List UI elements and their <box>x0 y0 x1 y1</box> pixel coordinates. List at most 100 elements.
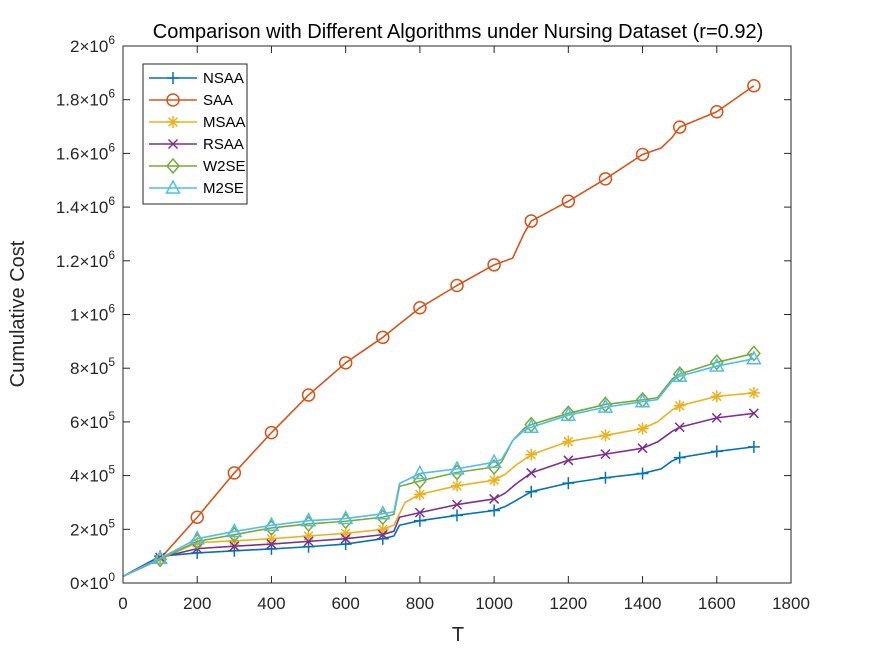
series-m2se <box>122 350 762 578</box>
axes: 0 200 400 600 800 1000 1200 1400 1600 1800 0×100 2×… <box>56 33 810 613</box>
data-point-msaa <box>451 479 463 492</box>
data-point-m2se <box>597 398 614 413</box>
data-point-msaa <box>636 422 649 435</box>
x-tick-label: 1000 <box>475 594 513 613</box>
series-line-msaa <box>122 392 754 578</box>
data-point-rsaa <box>711 412 722 423</box>
y-tick-label: 1.4×106 <box>56 194 115 217</box>
x-tick-label: 1600 <box>698 594 736 613</box>
series-msaa <box>122 386 760 578</box>
series-line-m2se <box>122 358 755 578</box>
data-point-saa <box>338 356 353 370</box>
data-point-rsaa <box>563 455 574 466</box>
data-point-m2se <box>152 549 168 565</box>
x-tick-label: 1200 <box>549 594 587 613</box>
data-point-rsaa <box>340 533 351 544</box>
data-point-m2se <box>709 357 725 372</box>
data-point-msaa <box>376 523 389 536</box>
series-saa <box>122 78 761 578</box>
data-point-nsaa <box>562 477 575 490</box>
data-point-w2se <box>709 354 724 371</box>
legend: NSAA SAA MSAA RSAA W2SE M2SE <box>142 63 248 205</box>
data-point-nsaa <box>488 504 501 517</box>
data-point-msaa <box>191 536 204 549</box>
x-tick-label: 1800 <box>772 594 810 613</box>
data-point-rsaa <box>303 536 314 547</box>
legend-marker-msaa <box>167 116 179 128</box>
data-point-m2se <box>375 505 391 520</box>
data-point-w2se <box>487 458 502 476</box>
series-line-rsaa <box>122 412 754 578</box>
data-point-msaa <box>525 448 538 461</box>
data-point-msaa <box>599 429 612 442</box>
x-tick-label: 200 <box>183 594 211 613</box>
y-tick-label: 4×105 <box>70 463 115 486</box>
data-point-nsaa <box>599 471 612 484</box>
series-line-nsaa <box>122 446 754 577</box>
data-point-rsaa <box>526 467 537 478</box>
data-point-rsaa <box>748 408 759 419</box>
legend-item-m2se: M2SE <box>149 179 244 197</box>
legend-marker-m2se <box>165 179 181 194</box>
y-tick-label: 2×106 <box>70 33 115 56</box>
data-point-m2se <box>337 509 354 525</box>
data-point-nsaa <box>747 440 760 453</box>
legend-marker-w2se <box>166 157 180 175</box>
data-point-m2se <box>263 516 280 532</box>
legend-label-nsaa: NSAA <box>203 70 244 87</box>
data-point-saa <box>635 147 650 162</box>
data-point-nsaa <box>302 540 315 553</box>
data-point-m2se <box>189 530 205 545</box>
data-point-nsaa <box>636 467 649 480</box>
data-point-rsaa <box>489 493 500 504</box>
y-tick-label: 1.6×106 <box>56 140 115 163</box>
legend-label-w2se: W2SE <box>203 158 246 175</box>
data-point-saa <box>190 510 204 524</box>
data-point-saa <box>524 214 538 228</box>
data-point-nsaa <box>673 451 686 464</box>
data-point-w2se <box>746 345 761 362</box>
chart-title: Comparison with Different Algorithms und… <box>153 21 763 43</box>
legend-item-saa: SAA <box>149 92 233 109</box>
y-tick-label: 1×106 <box>70 302 115 325</box>
data-point-msaa <box>302 530 315 543</box>
data-point-msaa <box>339 527 352 540</box>
data-point-saa <box>487 258 501 272</box>
data-point-m2se <box>486 453 502 468</box>
legend-marker-rsaa <box>167 138 179 150</box>
y-tick-label: 6×105 <box>70 409 115 432</box>
plot-area <box>122 46 791 583</box>
legend-item-msaa: MSAA <box>149 114 246 131</box>
y-tick-label: 1.8×106 <box>56 87 115 110</box>
data-point-saa <box>450 278 464 293</box>
data-point-rsaa <box>451 499 463 510</box>
data-point-saa <box>710 105 724 119</box>
y-tick-label: 8×105 <box>70 355 115 378</box>
data-point-nsaa <box>451 509 463 522</box>
legend-item-w2se: W2SE <box>149 157 246 175</box>
legend-label-rsaa: RSAA <box>203 136 244 153</box>
data-point-rsaa <box>266 539 277 550</box>
data-point-rsaa <box>377 529 388 540</box>
data-point-m2se <box>300 512 317 527</box>
data-point-m2se <box>412 464 428 480</box>
data-point-rsaa <box>414 507 425 518</box>
data-point-saa <box>747 78 761 93</box>
data-point-m2se <box>523 418 539 434</box>
data-point-saa <box>413 301 427 315</box>
y-axis-label: Cumulative Cost <box>7 240 29 387</box>
data-point-saa <box>672 120 687 134</box>
data-point-nsaa <box>710 445 723 458</box>
data-point-msaa <box>488 474 501 487</box>
x-tick-label: 400 <box>257 594 285 613</box>
data-point-nsaa <box>525 485 538 498</box>
data-point-rsaa <box>600 449 611 460</box>
y-tick-label: 2×105 <box>70 516 115 539</box>
y-tick-label: 0×100 <box>70 570 115 593</box>
x-tick-label: 800 <box>406 594 434 613</box>
data-point-m2se <box>449 460 465 475</box>
data-point-m2se <box>226 522 243 538</box>
data-point-saa <box>227 466 242 480</box>
legend-item-nsaa: NSAA <box>149 70 244 87</box>
